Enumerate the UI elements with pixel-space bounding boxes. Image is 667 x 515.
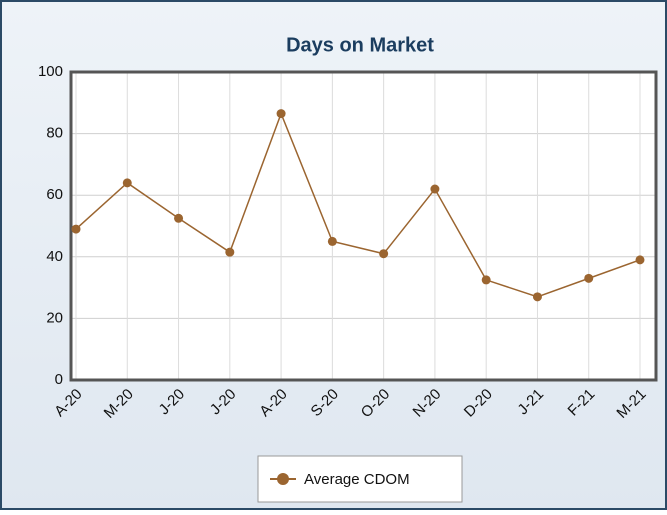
y-tick-label: 80 — [46, 125, 63, 142]
plot-area — [71, 72, 656, 380]
y-tick-label: 40 — [46, 248, 63, 265]
point — [635, 255, 645, 265]
chart-title: Days on Market — [286, 34, 434, 56]
plot-border — [69, 70, 658, 382]
point — [327, 236, 337, 246]
y-tick-label: 100 — [38, 63, 63, 80]
y-tick-label: 20 — [46, 309, 63, 326]
line — [75, 111, 641, 298]
point — [225, 247, 235, 257]
point — [276, 109, 286, 119]
legend-marker — [277, 473, 289, 485]
y-tick-label: 60 — [46, 186, 63, 203]
point — [532, 292, 542, 302]
point — [174, 213, 184, 223]
point — [430, 184, 440, 194]
point — [122, 178, 132, 188]
point — [379, 249, 389, 259]
point — [71, 224, 81, 234]
legend-label: Average CDOM — [304, 471, 410, 488]
point — [584, 273, 594, 283]
y-tick-label: 0 — [55, 371, 63, 388]
point — [481, 275, 491, 285]
